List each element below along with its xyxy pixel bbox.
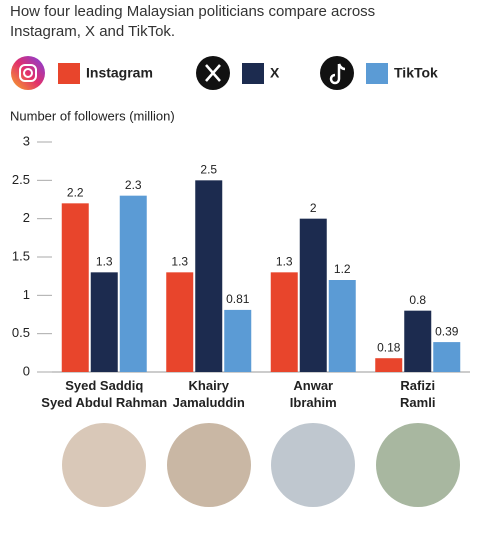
bar [404, 310, 432, 372]
y-tick-label: 0.5 [12, 325, 30, 340]
legend-swatch [58, 63, 80, 84]
y-tick-label: 3 [23, 133, 30, 148]
y-tick-label: 1.5 [12, 248, 30, 263]
y-tick-label: 2 [23, 210, 30, 225]
value-label: 1.3 [276, 255, 293, 269]
photo-placeholders [62, 423, 460, 507]
bar [90, 272, 118, 372]
value-label: 1.3 [171, 255, 188, 269]
legend-label: Instagram [86, 65, 153, 81]
value-label: 2.3 [125, 178, 142, 192]
x-tick-label: Khairy Jamaluddin [173, 378, 245, 410]
bar [328, 280, 356, 372]
bar [433, 342, 461, 372]
bar [166, 272, 194, 372]
value-label: 0.18 [377, 340, 401, 354]
bar [61, 203, 89, 372]
bar [299, 218, 327, 372]
value-label: 0.81 [226, 292, 250, 306]
legend-swatch [242, 63, 264, 84]
x-icon [196, 56, 230, 90]
value-label: 1.2 [334, 262, 351, 276]
value-label: 2.2 [67, 186, 84, 200]
y-tick-label: 0 [23, 363, 30, 378]
bar [224, 309, 252, 372]
legend-swatch [366, 63, 388, 84]
legend-label: TikTok [394, 65, 438, 81]
chart-title: How four leading Malaysian politicians c… [10, 3, 375, 40]
y-tick-label: 1 [23, 287, 30, 302]
value-label: 1.3 [96, 255, 113, 269]
x-tick-label: Rafizi Ramli [400, 378, 435, 410]
bar [195, 180, 223, 372]
bar [270, 272, 298, 372]
value-label: 0.8 [409, 293, 426, 307]
bar [119, 195, 147, 372]
y-tick-label: 2.5 [12, 172, 30, 187]
value-label: 0.39 [435, 324, 459, 338]
tiktok-icon [320, 56, 354, 90]
value-label: 2 [310, 201, 317, 215]
instagram-icon [11, 56, 45, 90]
legend-label: X [270, 65, 280, 81]
y-axis-label: Number of followers (million) [10, 108, 175, 123]
x-tick-label: Syed Saddiq Syed Abdul Rahman [41, 378, 167, 410]
value-label: 2.5 [200, 163, 217, 177]
bar [375, 358, 403, 372]
x-tick-label: Anwar Ibrahim [290, 378, 337, 410]
